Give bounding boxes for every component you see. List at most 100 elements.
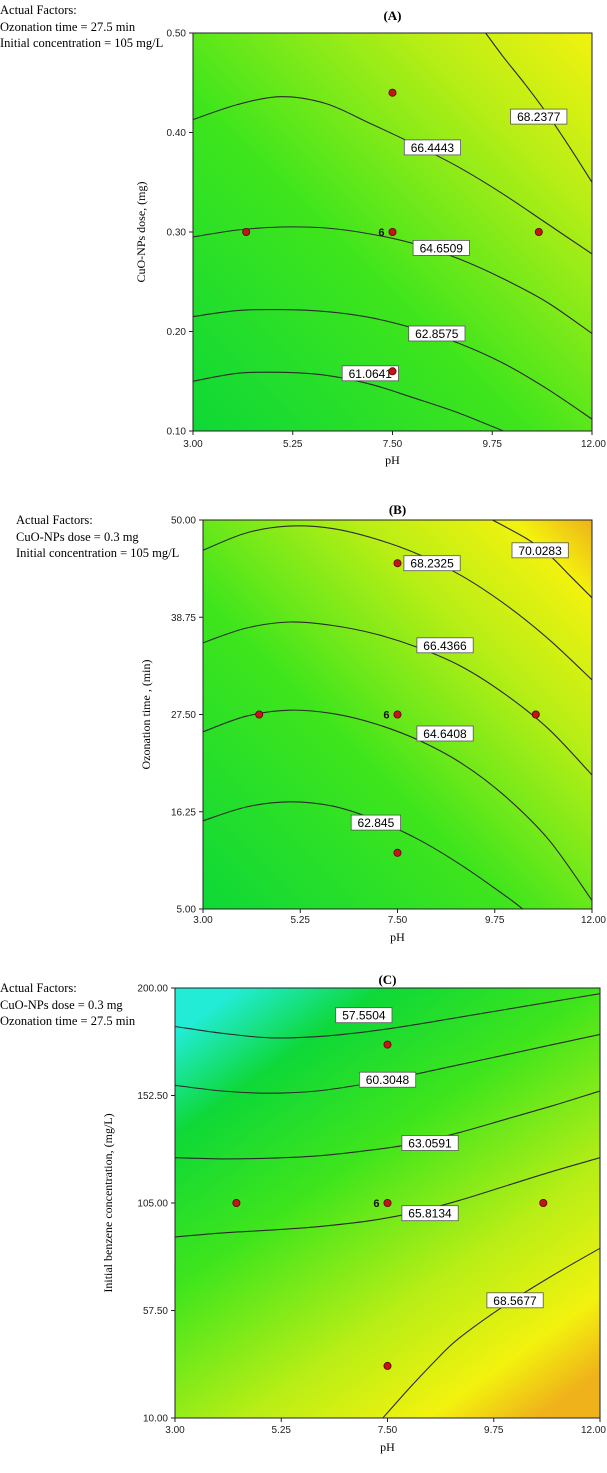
contour-label-text: 68.5677 — [493, 1294, 537, 1308]
design-point — [388, 227, 397, 236]
contour-line — [382, 1247, 600, 1418]
contour-label-text: 66.4366 — [423, 639, 467, 653]
x-tick-label: 12.00 — [581, 439, 606, 450]
y-tick-label: 0.10 — [167, 427, 187, 438]
contour-line — [175, 1090, 600, 1160]
x-tick-label: 3.00 — [165, 1425, 185, 1436]
x-tick-label: 5.25 — [272, 1425, 292, 1436]
x-tick-label: 3.00 — [193, 915, 213, 926]
actual-factors-a: Actual Factors: Ozonation time = 27.5 mi… — [0, 2, 163, 52]
y-tick-label: 27.50 — [171, 710, 196, 721]
x-tick-label: 7.50 — [388, 915, 408, 926]
y-axis-label: CuO-NPs dose, (mg) — [134, 181, 148, 282]
design-point — [383, 1198, 392, 1207]
contour-line — [175, 1157, 600, 1238]
contour-line — [203, 709, 592, 901]
actual-factor-line: Ozonation time = 27.5 min — [0, 1014, 136, 1028]
actual-factors-heading: Actual Factors: — [0, 3, 77, 17]
contour-label: 61.0641 — [341, 365, 399, 382]
design-point — [393, 848, 402, 857]
chart-title: (B) — [389, 502, 406, 517]
y-tick-label: 10.00 — [143, 1414, 168, 1425]
contour-label: 68.2325 — [403, 555, 461, 572]
actual-factors-heading: Actual Factors: — [16, 513, 93, 527]
contour-plot-b: 62.845 64.6408 66.4366 68.2325 70.0283 6 (B) 3.… — [139, 502, 606, 944]
chart-title: (C) — [378, 972, 396, 987]
y-tick-label: 57.50 — [143, 1306, 168, 1317]
contour-label: 63.0591 — [401, 1135, 459, 1151]
contour-label: 65.8134 — [401, 1205, 459, 1222]
y-tick-label: 0.20 — [167, 327, 187, 338]
contour-label-text: 65.8134 — [408, 1207, 452, 1221]
contour-label-text: 64.6408 — [423, 727, 467, 741]
y-tick-label: 16.25 — [171, 807, 196, 818]
contour-label: 60.3048 — [358, 1071, 417, 1088]
x-tick-label: 12.00 — [581, 1425, 606, 1436]
actual-factor-line: Initial concentration = 105 mg/L — [0, 36, 164, 50]
contour-label-text: 62.845 — [358, 816, 395, 830]
contour-plot-a: 61.0641 62.8575 64.6509 66.4443 68.2377 6 (A) 3… — [134, 8, 606, 467]
design-point — [388, 88, 397, 97]
contour-line — [203, 621, 592, 776]
contour-label: 57.5504 — [335, 1007, 393, 1024]
x-tick-label: 12.00 — [581, 915, 606, 926]
design-point — [388, 367, 397, 376]
contour-label: 62.8575 — [408, 325, 466, 342]
design-point — [534, 227, 543, 236]
design-point — [531, 710, 540, 719]
contour-label: 66.4443 — [403, 139, 461, 156]
replicate-count-label: 6 — [373, 1198, 379, 1210]
y-tick-label: 0.30 — [167, 228, 187, 239]
contour-label-text: 60.3048 — [366, 1073, 410, 1087]
contour-label: 68.2377 — [510, 108, 568, 125]
x-tick-label: 9.75 — [484, 1425, 504, 1436]
x-tick-label: 9.75 — [485, 915, 505, 926]
actual-factor-line: CuO-NPs dose = 0.3 mg — [0, 997, 123, 1012]
actual-factors-c: Actual Factors: CuO-NPs dose = 0.3 mg Oz… — [0, 980, 135, 1030]
y-axis-label: Initial benzene concentration, (mg/L) — [101, 1113, 115, 1292]
contour-line — [193, 226, 592, 334]
contour-label: 70.0283 — [511, 542, 569, 559]
design-point — [255, 710, 264, 719]
contour-label: 66.4366 — [416, 637, 474, 654]
y-tick-label: 50.00 — [171, 516, 196, 527]
y-axis-label: Ozonation time , (min) — [139, 660, 153, 770]
contour-label-text: 70.0283 — [518, 544, 562, 558]
contour-label-text: 61.0641 — [349, 367, 393, 381]
design-point — [232, 1198, 241, 1207]
contour-lines — [193, 33, 592, 431]
contour-line — [193, 96, 592, 255]
chart-title: (A) — [383, 8, 401, 23]
contour-lines — [175, 993, 600, 1418]
design-point — [242, 227, 251, 236]
contour-label: 64.6509 — [412, 239, 470, 256]
x-tick-label: 5.25 — [291, 915, 311, 926]
actual-factor-line: Initial concentration = 105 mg/L — [16, 546, 180, 560]
contour-label-text: 68.2325 — [410, 557, 454, 571]
contour-label-text: 66.4443 — [411, 141, 455, 155]
x-tick-label: 9.75 — [483, 439, 503, 450]
x-axis-label: pH — [390, 930, 405, 944]
contour-line — [485, 33, 592, 183]
y-tick-label: 105.00 — [137, 1199, 168, 1210]
design-point — [383, 1361, 392, 1370]
design-point — [393, 559, 402, 568]
contour-line — [193, 308, 592, 420]
y-tick-label: 0.50 — [167, 29, 187, 40]
x-axis-label: pH — [380, 1440, 395, 1454]
contour-panel-b: Actual Factors: CuO-NPs dose = 0.3 mg In… — [0, 502, 607, 954]
design-point — [539, 1198, 548, 1207]
y-tick-label: 152.50 — [137, 1091, 168, 1102]
contour-panel-c: Actual Factors: CuO-NPs dose = 0.3 mg Oz… — [0, 970, 607, 1473]
x-tick-label: 7.50 — [378, 1425, 398, 1436]
design-point — [383, 1040, 392, 1049]
y-tick-label: 0.40 — [167, 128, 187, 139]
x-tick-label: 5.25 — [283, 439, 303, 450]
actual-factor-line: CuO-NPs dose = 0.3 mg — [16, 529, 139, 544]
contour-label: 62.845 — [350, 814, 402, 831]
y-tick-label: 38.75 — [171, 613, 196, 624]
contour-plot-c: 57.5504 60.3048 63.0591 65.8134 68.5677 6 (C) 3… — [101, 972, 606, 1454]
contour-label: 64.6408 — [416, 725, 474, 742]
contour-label-text: 62.8575 — [415, 327, 459, 341]
x-tick-label: 3.00 — [183, 439, 203, 450]
